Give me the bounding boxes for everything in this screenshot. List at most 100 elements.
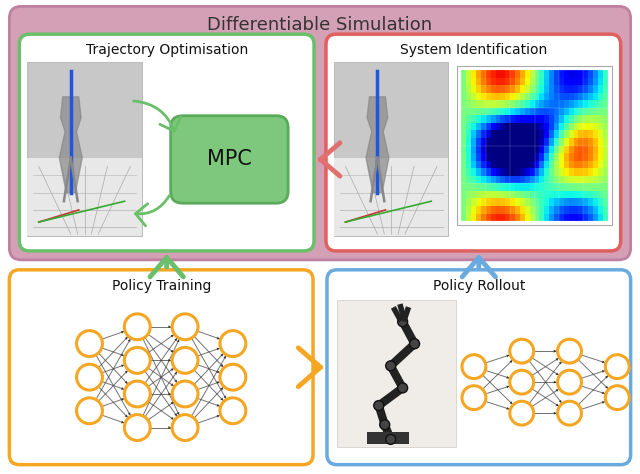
Bar [588, 183, 593, 191]
Bar [491, 214, 495, 221]
FancyBboxPatch shape [19, 34, 314, 251]
Bar [500, 130, 506, 138]
Bar [520, 92, 525, 100]
Bar [534, 176, 540, 183]
FancyBboxPatch shape [327, 270, 630, 465]
Bar [534, 92, 540, 100]
Bar [515, 191, 520, 199]
Bar [564, 123, 569, 130]
Bar [515, 108, 520, 115]
Bar [510, 206, 515, 214]
Bar [583, 191, 588, 199]
Bar [573, 70, 579, 78]
Bar [554, 70, 559, 78]
Bar [506, 130, 510, 138]
Bar [579, 183, 583, 191]
Bar [569, 70, 573, 78]
Bar [545, 168, 549, 176]
Bar [481, 168, 486, 176]
Bar [569, 108, 573, 115]
Bar [569, 206, 573, 214]
Bar [500, 183, 506, 191]
Bar [486, 130, 491, 138]
Bar [530, 85, 534, 92]
Bar [520, 176, 525, 183]
Bar [471, 191, 476, 199]
Bar [520, 214, 525, 221]
Bar [540, 70, 545, 78]
Bar [506, 108, 510, 115]
Bar [471, 183, 476, 191]
Bar [579, 146, 583, 153]
Bar [540, 100, 545, 108]
Bar [506, 206, 510, 214]
Bar [545, 115, 549, 123]
Bar [564, 161, 569, 168]
Bar [573, 85, 579, 92]
Bar [554, 115, 559, 123]
Bar [500, 153, 506, 161]
Bar [573, 130, 579, 138]
Bar [530, 176, 534, 183]
Bar [486, 153, 491, 161]
Bar [603, 78, 608, 85]
Bar [461, 92, 467, 100]
Bar [564, 191, 569, 199]
Bar [564, 92, 569, 100]
Bar [495, 130, 500, 138]
Bar [525, 115, 530, 123]
Bar [461, 123, 467, 130]
Bar [491, 191, 495, 199]
Bar [461, 115, 467, 123]
Bar [593, 199, 598, 206]
Bar [593, 168, 598, 176]
Bar [598, 199, 603, 206]
Bar [564, 206, 569, 214]
Bar [540, 92, 545, 100]
Bar [471, 115, 476, 123]
Bar [510, 123, 515, 130]
Bar [573, 206, 579, 214]
Bar [530, 138, 534, 146]
Bar [588, 191, 593, 199]
Bar [525, 176, 530, 183]
Bar [530, 130, 534, 138]
Circle shape [77, 398, 102, 424]
FancyBboxPatch shape [326, 34, 621, 251]
Bar [525, 123, 530, 130]
Bar [559, 70, 564, 78]
Text: MPC: MPC [207, 149, 252, 170]
Bar [525, 85, 530, 92]
Bar [495, 85, 500, 92]
Bar [545, 153, 549, 161]
Bar [559, 146, 564, 153]
Bar [534, 206, 540, 214]
Bar [579, 199, 583, 206]
Bar [491, 108, 495, 115]
Bar [549, 138, 554, 146]
Bar [471, 85, 476, 92]
Bar [534, 70, 540, 78]
Text: Trajectory Optimisation: Trajectory Optimisation [86, 43, 248, 57]
Bar [588, 78, 593, 85]
Bar [598, 92, 603, 100]
Bar [559, 176, 564, 183]
Bar [545, 191, 549, 199]
Bar [461, 153, 467, 161]
Bar [510, 92, 515, 100]
Bar [467, 191, 471, 199]
Bar [569, 199, 573, 206]
Bar [545, 206, 549, 214]
Bar [28, 158, 142, 236]
Bar [495, 108, 500, 115]
Bar [491, 115, 495, 123]
Bar [515, 85, 520, 92]
Bar [491, 168, 495, 176]
Bar [540, 78, 545, 85]
Bar [515, 183, 520, 191]
Bar [559, 161, 564, 168]
Bar [491, 70, 495, 78]
Bar [476, 78, 481, 85]
Bar [583, 161, 588, 168]
Bar [583, 168, 588, 176]
